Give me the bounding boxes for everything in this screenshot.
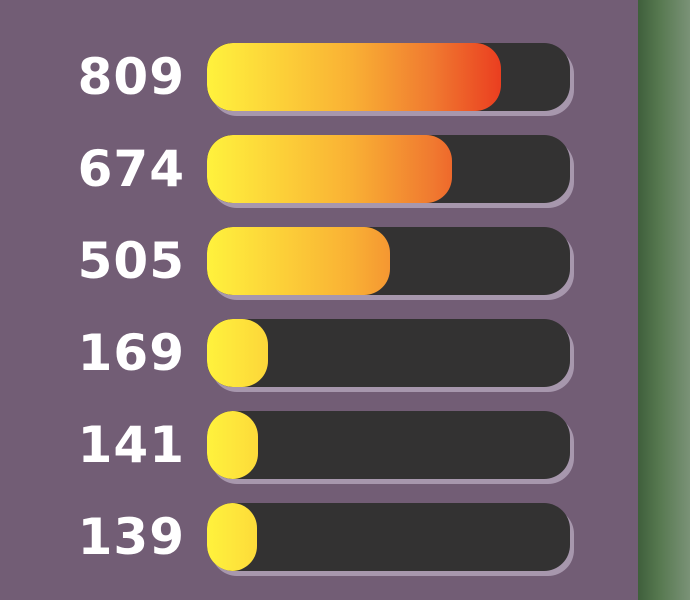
progress-fill [207, 227, 391, 295]
progress-fill [207, 411, 259, 479]
progress-fill [207, 503, 258, 571]
bar-value: 505 [77, 232, 185, 290]
bar-value: 809 [77, 48, 185, 106]
bar-value: 169 [77, 324, 185, 382]
bar-value: 674 [77, 140, 185, 198]
progress-track [207, 135, 570, 203]
progress-track [207, 43, 570, 111]
progress-fill [207, 43, 501, 111]
bar-value: 141 [77, 416, 185, 474]
progress-track [207, 503, 570, 571]
side-panel-edge [638, 0, 690, 600]
bar-row: 674 [0, 135, 620, 203]
progress-fill [207, 135, 452, 203]
bar-row: 809 [0, 43, 620, 111]
bar-row: 139 [0, 503, 620, 571]
progress-track [207, 411, 570, 479]
progress-fill [207, 319, 269, 387]
bar-row: 505 [0, 227, 620, 295]
bar-value: 139 [77, 508, 185, 566]
bar-row: 141 [0, 411, 620, 479]
bar-row: 169 [0, 319, 620, 387]
progress-track [207, 319, 570, 387]
progress-track [207, 227, 570, 295]
